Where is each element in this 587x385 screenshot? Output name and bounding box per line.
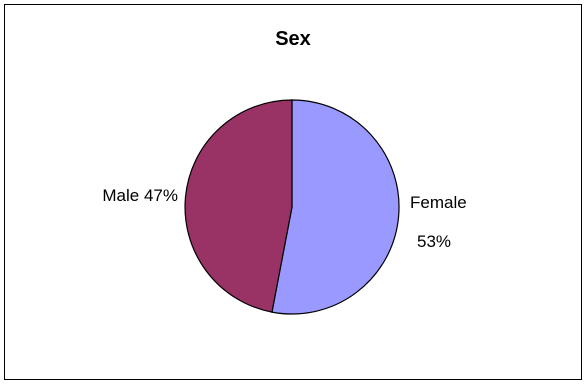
slice-label-male: Male 47% <box>102 186 178 205</box>
pie-labels: Female 53% Male 47% <box>102 186 466 251</box>
pie-slice-female <box>271 99 400 315</box>
slice-percent-female: 53% <box>417 232 451 251</box>
pie-slice-male <box>184 99 293 313</box>
pie-slices <box>184 99 400 315</box>
chart-title: Sex <box>275 28 311 50</box>
slice-label-female: Female <box>410 193 467 212</box>
